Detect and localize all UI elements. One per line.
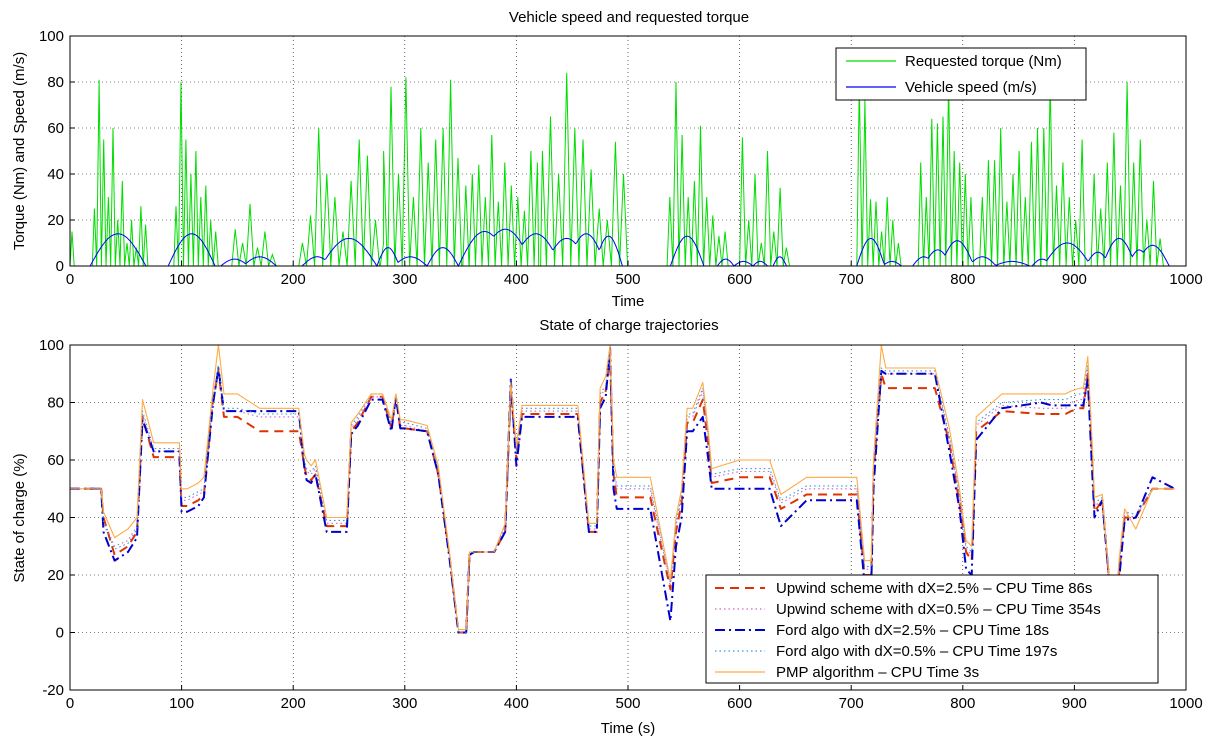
legend-label-upwind-0-5: Upwind scheme with dX=0.5% – CPU Time 35…: [776, 601, 1101, 618]
y-tick-label: 20: [47, 212, 64, 229]
x-ticks: 0 100 200 300 400 500 600 700 800 900 1000: [66, 685, 1203, 712]
legend-label-ford-2-5: Ford algo with dX=2.5% – CPU Time 18s: [776, 622, 1049, 639]
y-tick-label: 100: [39, 337, 64, 354]
x-tick-label: 300: [392, 271, 417, 288]
legend-box: [705, 574, 1159, 684]
torque-speed-chart: Vehicle speed and requested torque 0 100 2…: [11, 9, 1203, 310]
x-tick-label: 1000: [1169, 695, 1202, 712]
x-tick-label: 200: [281, 271, 306, 288]
y-tick-label: 40: [47, 166, 64, 183]
series-soc-3: [70, 350, 1175, 634]
x-tick-label: 800: [950, 271, 975, 288]
x-tick-label: 400: [504, 695, 529, 712]
x-tick-label: 400: [504, 271, 529, 288]
legend-label-ford-0-5: Ford algo with dX=0.5% – CPU Time 197s: [776, 643, 1057, 660]
y-ticks: -20 0 20 40 60 80 100: [39, 337, 75, 699]
y-tick-label: 100: [39, 28, 64, 45]
y-tick-label: 0: [56, 258, 64, 275]
x-tick-label: 900: [1062, 271, 1087, 288]
y-tick-label: 80: [47, 74, 64, 91]
legend-label-pmp: PMP algorithm – CPU Time 3s: [776, 664, 979, 681]
series-soc-0: [70, 355, 1175, 634]
x-ticks: 0 100 200 300 400 500 600 700 800 900 1000: [66, 261, 1203, 288]
legend: Requested torque (Nm) Vehicle speed (m/s…: [835, 47, 1087, 101]
legend-label-speed: Vehicle speed (m/s): [905, 79, 1037, 96]
y-tick-label: 0: [56, 625, 64, 642]
x-axis-label: Time: [612, 293, 645, 310]
x-axis-label: Time (s): [601, 720, 655, 737]
y-tick-label: 80: [47, 395, 64, 412]
x-tick-label: 700: [839, 271, 864, 288]
legend-label-torque: Requested torque (Nm): [905, 53, 1062, 70]
series-soc-2: [70, 346, 1176, 634]
x-tick-label: 700: [839, 695, 864, 712]
x-tick-label: 800: [950, 695, 975, 712]
x-tick-label: 600: [727, 271, 752, 288]
series-layer: [70, 344, 1176, 634]
y-tick-label: 60: [47, 452, 64, 469]
x-tick-label: 900: [1062, 695, 1087, 712]
x-tick-label: 600: [727, 695, 752, 712]
x-tick-label: 200: [281, 695, 306, 712]
x-tick-label: 500: [615, 271, 640, 288]
state-of-charge-chart: State of charge trajectories 0 100 200 300 4…: [11, 317, 1203, 737]
x-tick-label: 300: [392, 695, 417, 712]
legend: Upwind scheme with dX=2.5% – CPU Time 86…: [705, 574, 1159, 684]
x-tick-label: 500: [615, 695, 640, 712]
x-tick-label: 0: [66, 271, 74, 288]
x-tick-label: 100: [169, 695, 194, 712]
series-soc-4: [70, 344, 1175, 634]
y-axis-label: State of charge (%): [11, 453, 28, 582]
y-tick-label: 40: [47, 510, 64, 527]
y-ticks: 0 20 40 60 80 100: [39, 28, 75, 275]
chart-title: Vehicle speed and requested torque: [509, 9, 749, 26]
series-requested-torque: [69, 72, 1186, 267]
chart-title: State of charge trajectories: [539, 317, 718, 334]
x-tick-label: 1000: [1169, 271, 1202, 288]
y-tick-label: 60: [47, 120, 64, 137]
x-tick-label: 0: [66, 695, 74, 712]
x-tick-label: 100: [169, 271, 194, 288]
y-tick-label: -20: [42, 682, 64, 699]
legend-box: [835, 47, 1087, 101]
legend-label-upwind-2-5: Upwind scheme with dX=2.5% – CPU Time 86…: [776, 580, 1092, 597]
y-tick-label: 20: [47, 567, 64, 584]
y-axis-label: Torque (Nm) and Speed (m/s): [11, 52, 28, 250]
